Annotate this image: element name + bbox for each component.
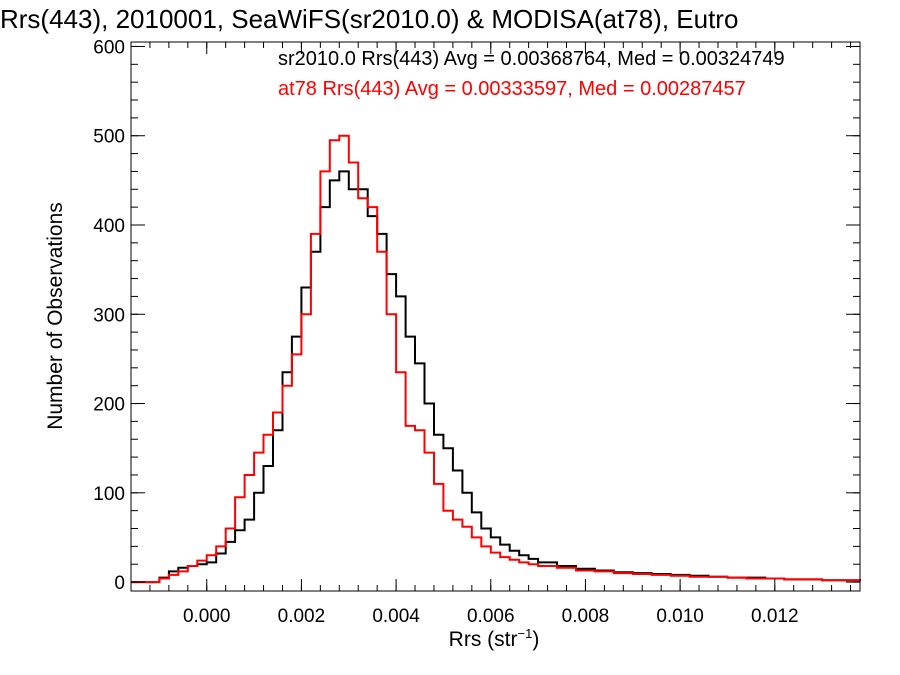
series-layer xyxy=(131,134,861,584)
x-axis-title-text: Rrs (str xyxy=(448,628,518,651)
y-tick-label: 300 xyxy=(93,305,125,326)
x-tick-label: 0.004 xyxy=(372,606,420,627)
y-tick-label: 200 xyxy=(93,395,125,416)
x-tick-label: 0.002 xyxy=(278,606,326,627)
x-axis-title-close: ) xyxy=(532,628,540,651)
stats-line-sr2010: sr2010.0 Rrs(443) Avg = 0.00368764, Med … xyxy=(278,48,785,70)
x-axis-title: Rrs (str−1) xyxy=(449,626,540,652)
y-tick-label: 500 xyxy=(93,127,125,148)
x-tick-label: 0.000 xyxy=(183,606,231,627)
y-axis-title: Number of Observations xyxy=(44,202,67,430)
stats-line-at78: at78 Rrs(443) Avg = 0.00333597, Med = 0.… xyxy=(278,78,746,100)
chart-title: Rrs(443), 2010001, SeaWiFS(sr2010.0) & M… xyxy=(0,4,739,34)
y-tick-label: 100 xyxy=(93,484,125,505)
tick-layer xyxy=(130,42,860,591)
series-line-at78 xyxy=(131,134,861,584)
x-tick-label: 0.012 xyxy=(751,606,799,627)
plot-frame xyxy=(130,41,861,592)
series-line-sr2010.0 xyxy=(131,170,861,584)
y-tick-label: 600 xyxy=(93,37,125,58)
y-tick-label: 400 xyxy=(93,216,125,237)
y-tick-label: 0 xyxy=(114,573,125,594)
x-tick-label: 0.008 xyxy=(562,606,610,627)
x-tick-label: 0.010 xyxy=(656,606,704,627)
tick-label-layer: 0.000 0.002 0.004 0.006 0.008 0.010 0.012 0 100 2… xyxy=(93,37,798,627)
x-axis-title-superscript: −1 xyxy=(517,626,533,641)
x-tick-label: 0.006 xyxy=(467,606,515,627)
